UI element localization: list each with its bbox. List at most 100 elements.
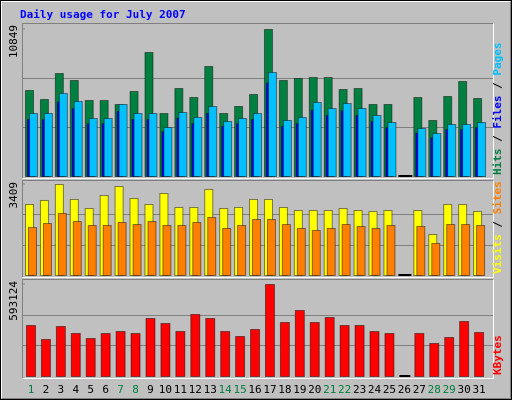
- bar: [58, 93, 68, 177]
- bar: [235, 336, 246, 377]
- x-tick-label: 2: [43, 383, 50, 396]
- bar: [208, 106, 218, 177]
- x-tick-label: 17: [263, 383, 276, 396]
- bar: [474, 332, 485, 377]
- bar: [431, 242, 441, 276]
- bar: [282, 119, 292, 177]
- legend-entry: KBytes: [491, 335, 504, 375]
- x-tick-label: 10: [159, 383, 172, 396]
- legend: Hits / Files / Pages: [491, 43, 504, 176]
- x-tick-label: 22: [338, 383, 351, 396]
- bar: [342, 103, 352, 177]
- bar: [100, 333, 111, 377]
- bar: [369, 331, 380, 377]
- bar: [220, 331, 231, 377]
- chart-title: Daily usage for July 2007: [20, 8, 186, 21]
- bar: [43, 113, 53, 177]
- panel-bevel: [22, 279, 494, 379]
- legend-entry: Sites: [491, 181, 504, 214]
- bar: [384, 333, 395, 377]
- x-tick-label: 19: [293, 383, 306, 396]
- x-tick-label: 21: [323, 383, 336, 396]
- y-tick-label: 3409: [7, 182, 20, 209]
- bar: [311, 229, 321, 276]
- bar: [324, 317, 335, 377]
- x-tick-label: 15: [233, 383, 246, 396]
- bar: [252, 218, 262, 277]
- bar: [386, 225, 396, 277]
- bar: [117, 222, 127, 276]
- x-tick-label: 8: [132, 383, 139, 396]
- bar: [341, 224, 351, 276]
- bar: [462, 123, 472, 177]
- bar: [55, 326, 66, 377]
- bar: [402, 175, 413, 177]
- x-tick-label: 18: [278, 383, 291, 396]
- x-tick-label: 24: [368, 383, 382, 396]
- bar: [264, 284, 275, 377]
- bar: [28, 227, 37, 276]
- bar: [193, 117, 203, 177]
- bar: [253, 113, 263, 177]
- bar: [132, 224, 142, 276]
- bar: [72, 220, 82, 276]
- x-tick-label: 4: [72, 383, 79, 396]
- bar: [444, 337, 455, 377]
- x-tick-label: 29: [443, 383, 456, 396]
- x-tick-label: 26: [398, 383, 411, 396]
- y-tick-label: 10849: [7, 25, 20, 58]
- bar: [296, 227, 306, 277]
- bar: [102, 225, 112, 277]
- y-tick-label: 593124: [7, 281, 20, 321]
- legend-separator: /: [491, 76, 504, 96]
- bar: [356, 225, 366, 276]
- x-tick-label: 3: [58, 383, 65, 396]
- bar: [42, 223, 52, 276]
- bar: [477, 122, 487, 177]
- legend-entry: Pages: [491, 43, 504, 76]
- bar: [372, 114, 382, 178]
- legend-entry: Visits: [491, 234, 504, 274]
- x-tick-label: 25: [383, 383, 396, 396]
- x-tick-label: 16: [248, 383, 261, 396]
- bar: [250, 329, 261, 377]
- bar: [205, 318, 216, 377]
- bar: [297, 117, 307, 177]
- bar: [162, 225, 172, 277]
- x-tick-label: 14: [219, 383, 233, 396]
- panel-bevel: [22, 279, 494, 379]
- bar: [73, 101, 83, 177]
- bar: [461, 224, 471, 276]
- bar: [326, 227, 336, 277]
- bar: [160, 323, 171, 377]
- bar: [446, 224, 456, 276]
- bar: [26, 325, 36, 377]
- x-tick-label: 28: [428, 383, 441, 396]
- x-tick-label: 9: [147, 383, 154, 396]
- bar: [354, 325, 365, 377]
- bar: [190, 314, 201, 377]
- bar: [223, 121, 233, 177]
- panel-bevel: [22, 23, 494, 179]
- bar: [148, 113, 158, 177]
- bar: [29, 113, 38, 177]
- x-tick-label: 6: [102, 383, 109, 396]
- x-tick-label: 23: [353, 383, 366, 396]
- legend: KBytes: [491, 335, 504, 375]
- bar: [40, 339, 51, 377]
- x-tick-label: 31: [472, 383, 485, 396]
- x-tick-label: 13: [204, 383, 217, 396]
- bar: [130, 333, 141, 377]
- bar: [267, 72, 277, 177]
- bar: [238, 118, 248, 178]
- bar: [399, 375, 411, 377]
- bar: [175, 331, 186, 377]
- bar: [133, 113, 143, 177]
- bar: [222, 227, 232, 277]
- bar: [88, 118, 98, 178]
- legend-entry: Hits: [491, 149, 504, 176]
- bar: [414, 333, 425, 377]
- bar: [57, 212, 67, 276]
- bar: [459, 321, 470, 377]
- bar: [279, 322, 290, 377]
